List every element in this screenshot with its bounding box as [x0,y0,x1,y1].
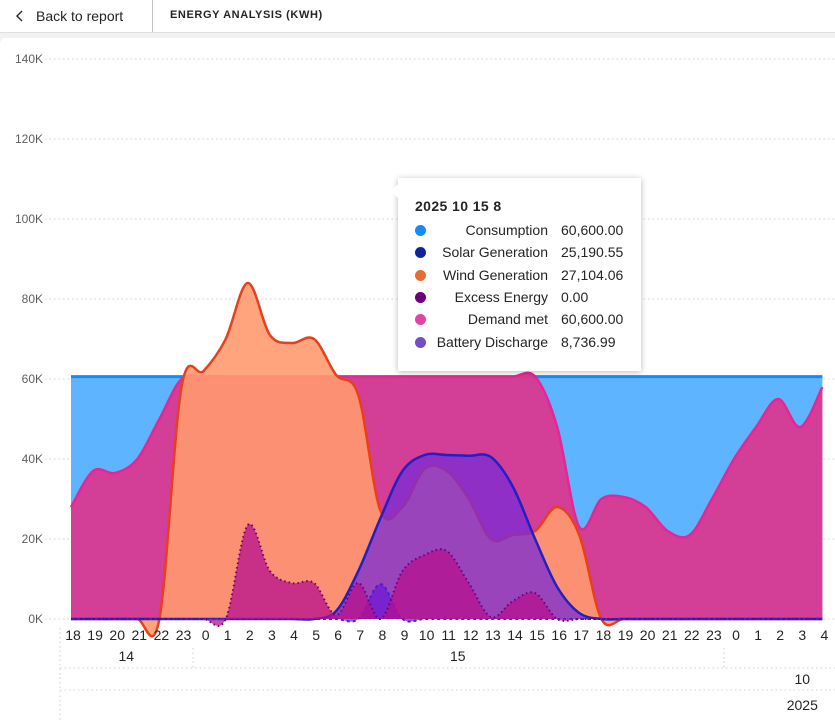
x-tick-label: 22 [154,627,170,643]
x-tick-label: 10 [419,627,435,643]
tooltip-series-value: 60,600.00 [561,222,624,238]
y-axis-ticks: 0K 20K 40K 60K 80K 100K 120K 140K [15,52,43,626]
tooltip-series-name: Battery Discharge [436,333,548,350]
x-tick-label: 11 [441,627,456,643]
x-tick-label: 2 [246,627,254,643]
tooltip-series-name: Excess Energy [454,288,548,305]
x-axis: 18 19 20 21 22 23 0 1 2 3 4 5 6 7 8 9 10 11 12 13 14 15 16 17 18… [59,627,835,721]
tooltip-row: Battery Discharge 8,736.99 [398,333,641,355]
x-tick-label: 18 [65,627,81,643]
x-tick-label: 4 [821,627,829,643]
x-tick-label: 1 [224,627,232,643]
x-tick-label: 0 [202,627,210,643]
tooltip-series-value: 25,190.55 [561,244,624,261]
chart-tooltip: 2025 10 15 8 Consumption 60,600.00 Solar G… [391,178,641,371]
x-tick-label: 19 [87,627,103,643]
x-tick-label: 20 [640,627,656,643]
x-tick-label: 7 [356,627,364,643]
x-tick-label: 21 [662,627,678,643]
x-tick-label: 16 [551,627,567,643]
tooltip-series-value: 0.00 [561,288,589,305]
y-tick-label: 140K [15,52,43,66]
back-to-report-label: Back to report [36,8,124,24]
legend-dot-icon [415,225,426,236]
tooltip-title: 2025 10 15 8 [415,198,502,214]
legend-dot-icon [415,291,426,303]
x-tick-label: 13 [485,627,501,643]
x-tick-label: 12 [463,627,479,643]
tooltip-series-value: 8,736.99 [561,333,616,350]
tooltip-series-name: Consumption [465,222,549,238]
x-tick-label: 17 [574,627,590,643]
x-tick-label: 8 [379,627,387,643]
series-excess-energy [71,523,823,627]
tooltip-series-value: 27,104.06 [561,266,624,283]
x-tick-label: 23 [706,627,722,643]
y-tick-label: 80K [22,292,43,306]
x-tick-label: 0 [732,627,740,643]
x-tick-label: 19 [618,627,634,643]
tooltip-row: Solar Generation 25,190.55 [398,243,641,265]
y-tick-label: 0K [28,612,43,626]
x-month-label: 10 [795,671,811,687]
x-tick-label: 3 [268,627,276,643]
header-divider [152,0,153,32]
x-tick-label: 22 [684,627,700,643]
y-tick-label: 60K [22,372,43,386]
x-tick-label: 5 [312,627,320,643]
x-tick-label: 1 [754,627,762,643]
y-tick-label: 120K [15,132,43,146]
x-tick-label: 3 [798,627,806,643]
tooltip-row: Consumption 60,600.00 [398,221,641,243]
x-tick-label: 20 [109,627,125,643]
tooltip-series-value: 60,600.00 [561,311,624,328]
page-title: ENERGY ANALYSIS (KWH) [170,9,323,21]
series-area [71,524,823,626]
y-tick-label: 20K [22,532,43,546]
tooltip-series-name: Demand met [467,311,548,328]
tooltip-row: Wind Generation 27,104.06 [398,266,641,288]
x-day-label: 15 [450,648,466,664]
x-tick-label: 14 [507,627,523,643]
x-tick-label: 15 [529,627,545,643]
x-day-label: 14 [118,648,134,664]
back-to-report-button[interactable]: Back to report [14,0,123,32]
x-tick-label: 18 [596,627,612,643]
series-areas [69,281,824,638]
x-year-label: 2025 [787,697,818,713]
tooltip-row: Excess Energy 0.00 [398,288,641,310]
series-area [71,453,823,620]
top-bar: Back to report ENERGY ANALYSIS (KWH) [0,0,835,33]
x-tick-label: 4 [290,627,298,643]
x-tick-label: 6 [334,627,342,643]
chevron-left-icon [16,10,23,22]
tooltip-row: Demand met 60,600.00 [398,310,641,332]
tooltip-series-name: Wind Generation [442,266,548,283]
legend-dot-icon [415,247,426,259]
x-tick-label: 21 [132,627,148,643]
y-tick-label: 40K [22,452,43,466]
series-line [71,523,823,627]
x-tick-label: 2 [776,627,784,643]
legend-dot-icon [415,336,426,348]
y-tick-label: 100K [15,212,43,226]
x-tick-label: 23 [176,627,192,643]
tooltip-series-name: Solar Generation [442,244,548,261]
x-tick-label: 9 [401,627,409,643]
legend-dot-icon [415,314,426,326]
legend-dot-icon [415,269,426,281]
